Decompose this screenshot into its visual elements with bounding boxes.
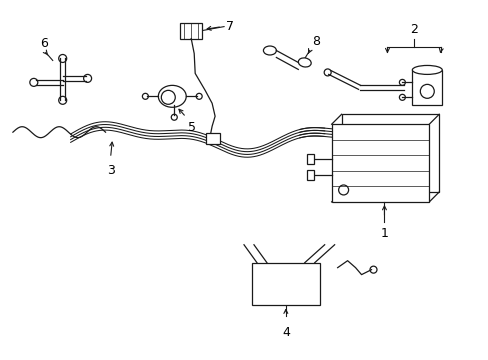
Polygon shape — [62, 76, 85, 81]
Polygon shape — [306, 170, 313, 180]
Polygon shape — [328, 71, 360, 89]
Text: 1: 1 — [380, 227, 387, 240]
Polygon shape — [359, 85, 404, 90]
Ellipse shape — [263, 46, 276, 55]
Polygon shape — [180, 23, 202, 39]
Text: 5: 5 — [188, 121, 196, 134]
Text: 6: 6 — [40, 36, 48, 50]
Polygon shape — [251, 263, 319, 305]
Circle shape — [420, 84, 433, 98]
Polygon shape — [306, 154, 313, 164]
Text: 3: 3 — [106, 164, 114, 177]
Polygon shape — [206, 133, 220, 144]
Text: 4: 4 — [281, 327, 289, 339]
Ellipse shape — [411, 66, 441, 75]
Circle shape — [161, 90, 175, 104]
Text: 2: 2 — [409, 23, 417, 36]
Polygon shape — [36, 80, 62, 85]
Polygon shape — [60, 58, 65, 100]
Ellipse shape — [298, 58, 310, 67]
Polygon shape — [331, 124, 428, 202]
Text: 8: 8 — [311, 35, 319, 48]
Text: 7: 7 — [225, 20, 234, 33]
Ellipse shape — [158, 85, 186, 107]
Polygon shape — [411, 70, 441, 105]
